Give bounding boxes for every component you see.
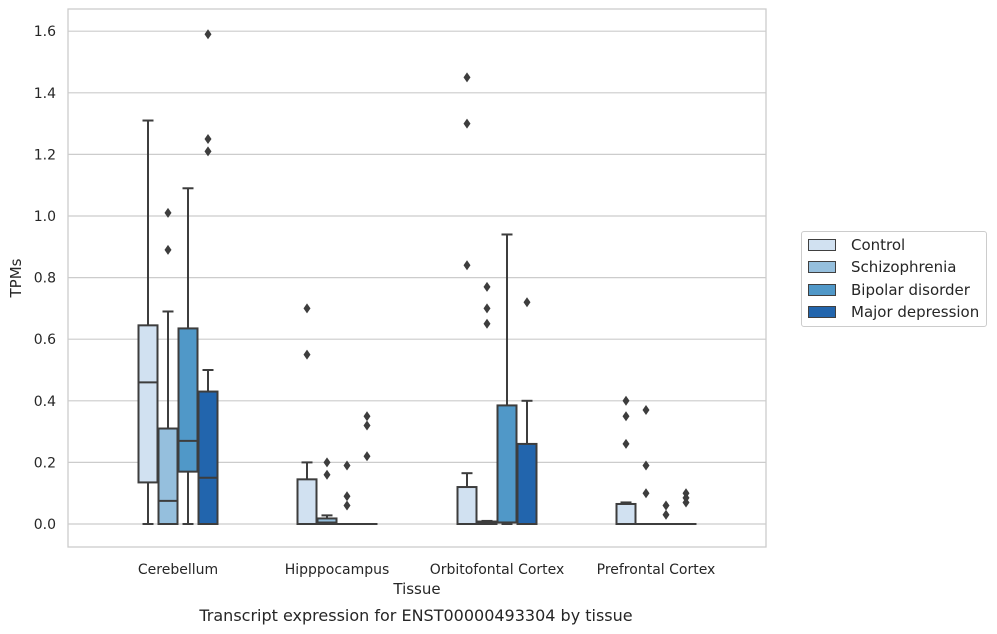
y-tick-label: 0.0 [34, 517, 56, 533]
outlier-point [303, 303, 311, 314]
outlier-point [303, 349, 311, 360]
outlier-point [682, 488, 690, 499]
chart-caption: Transcript expression for ENST0000049330… [199, 606, 633, 625]
box-body [296, 478, 318, 525]
outlier-point [483, 281, 491, 292]
outlier-point [164, 207, 172, 218]
y-tick-label: 0.6 [34, 332, 56, 348]
legend-label-major-depression: Major depression [851, 303, 980, 321]
outlier-point [642, 460, 650, 471]
outlier-point [363, 411, 371, 422]
y-tick-label: 1.0 [34, 209, 56, 225]
y-tick-label: 0.8 [34, 271, 56, 287]
legend-swatch-control [808, 239, 836, 251]
box-major-depression-cerebellum [197, 29, 219, 525]
x-axis-title: Tissue [392, 580, 440, 598]
legend-item-control: Control [808, 235, 905, 255]
box-body [496, 404, 518, 524]
legend-swatch-major-depression [808, 306, 836, 318]
outlier-point [363, 451, 371, 462]
outlier-point [343, 460, 351, 471]
y-axis-title: TPMs [7, 258, 25, 298]
x-tick-label: Prefrontal Cortex [597, 562, 716, 578]
box-body [456, 486, 478, 526]
outlier-point [622, 438, 630, 449]
legend-item-schizophrenia: Schizophrenia [808, 257, 956, 277]
outlier-point [622, 395, 630, 406]
outlier-point [662, 509, 670, 520]
x-tick-label: Hipppocampus [285, 562, 390, 578]
plot-frame [67, 8, 767, 548]
legend-item-bipolar-disorder: Bipolar disorder [808, 280, 970, 300]
outlier-point [523, 297, 531, 308]
outlier-point [483, 318, 491, 329]
series-major-depression [197, 29, 697, 526]
box-major-depression-prefrontal-cortex [675, 488, 697, 526]
box-body [177, 327, 199, 473]
box-schizophrenia-hipppocampus [316, 457, 338, 525]
outlier-point [204, 146, 212, 157]
legend-label-control: Control [851, 236, 906, 254]
box-major-depression-hipppocampus [356, 411, 378, 526]
x-tick-labels: Cerebellum Hipppocampus Orbitofontal Corte… [138, 562, 715, 578]
outlier-point [642, 405, 650, 416]
box-body [516, 442, 538, 526]
legend: Control Schizophrenia Bipolar disorder M… [801, 231, 987, 327]
box-body [615, 502, 637, 526]
outlier-point [164, 244, 172, 255]
outlier-point [363, 420, 371, 431]
y-tick-labels: 0.0 0.2 0.4 0.6 0.8 1.0 1.2 1.4 1.6 [34, 24, 56, 533]
outlier-point [204, 29, 212, 40]
outlier-point [483, 303, 491, 314]
box-series [137, 29, 697, 526]
outlier-point [622, 411, 630, 422]
box-control-cerebellum [137, 119, 159, 525]
legend-item-major-depression: Major depression [808, 302, 979, 322]
outlier-point [662, 500, 670, 511]
x-tick-label: Orbitofontal Cortex [430, 562, 565, 578]
box-major-depression-orbitofontal-cortex [516, 297, 538, 526]
series-schizophrenia [157, 207, 657, 526]
y-tick-label: 1.4 [34, 86, 56, 102]
box-body [197, 390, 219, 525]
box-control-orbitofontal-cortex [456, 72, 478, 526]
y-tick-label: 1.2 [34, 147, 56, 163]
legend-swatch-bipolar-disorder [808, 284, 836, 296]
outlier-point [323, 457, 331, 468]
legend-label-bipolar-disorder: Bipolar disorder [851, 281, 970, 299]
series-bipolar-disorder [177, 187, 677, 526]
box-schizophrenia-cerebellum [157, 207, 179, 525]
outlier-point [204, 134, 212, 144]
box-schizophrenia-orbitofontal-cortex [476, 281, 498, 526]
outlier-point [463, 72, 471, 83]
box-control-hipppocampus [296, 303, 318, 525]
box-bipolar-disorder-orbitofontal-cortex [496, 233, 518, 525]
legend-swatch-schizophrenia [808, 261, 836, 273]
legend-label-schizophrenia: Schizophrenia [851, 258, 957, 276]
x-tick-label: Cerebellum [138, 562, 218, 578]
box-body [137, 324, 159, 484]
outlier-point [463, 260, 471, 271]
outlier-point [343, 500, 351, 511]
outlier-point [323, 469, 331, 480]
outlier-point [343, 491, 351, 502]
outlier-point [642, 488, 650, 499]
box-control-prefrontal-cortex [615, 395, 637, 526]
series-control [137, 72, 637, 526]
outlier-point [463, 118, 471, 129]
box-body [316, 517, 338, 525]
y-tick-label: 0.4 [34, 394, 56, 410]
y-tick-label: 1.6 [34, 24, 56, 40]
y-tick-label: 0.2 [34, 455, 56, 471]
box-body [157, 427, 179, 525]
